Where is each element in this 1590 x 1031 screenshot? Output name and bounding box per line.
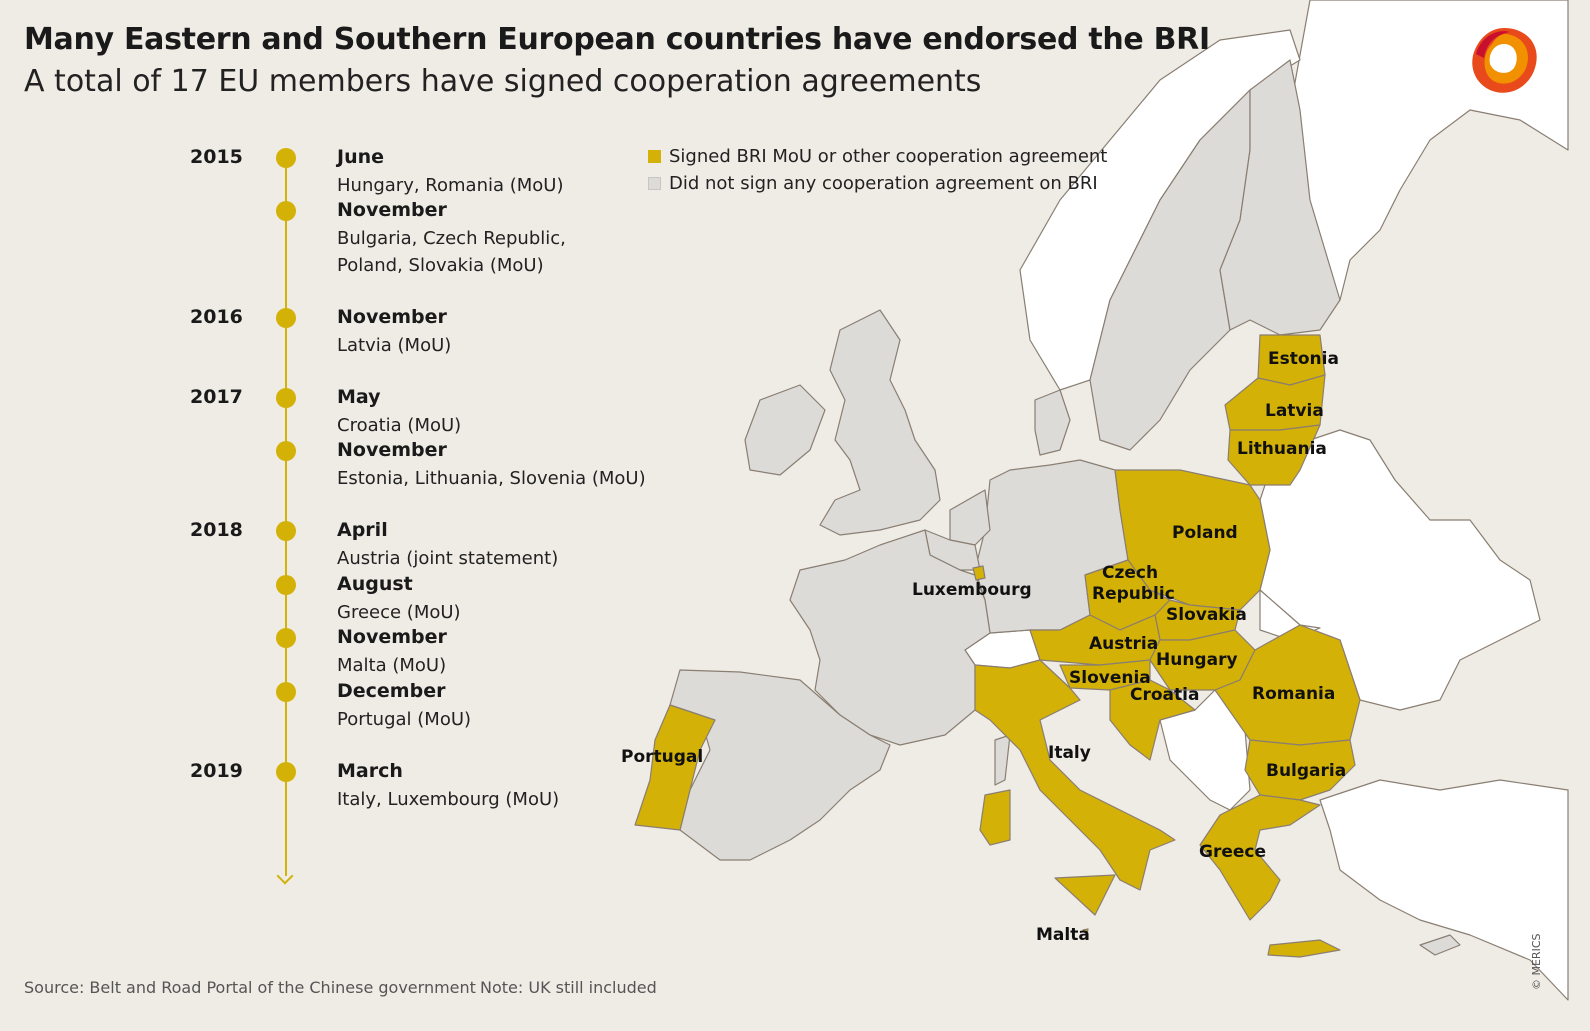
country-label-italy: Italy [1048, 743, 1091, 763]
country-label-czech: Czech Republic [1092, 563, 1175, 604]
timeline-month: November [337, 306, 447, 328]
timeline-dot [276, 521, 296, 541]
bulgaria-region [1244, 739, 1356, 801]
legend-label: Signed BRI MoU or other cooperation agre… [669, 146, 1108, 167]
timeline-year: 2016 [190, 306, 243, 328]
country-label-lithuania: Lithuania [1237, 439, 1327, 459]
denmark-region [1034, 389, 1071, 456]
spain-region [669, 669, 891, 861]
country-label-slovenia: Slovenia [1069, 668, 1151, 688]
timeline-text: Portugal (MoU) [337, 709, 472, 730]
timeline-text: Hungary, Romania (MoU) [337, 175, 564, 196]
country-label-romania: Romania [1252, 684, 1335, 704]
timeline-text: Bulgaria, Czech Republic, [337, 228, 566, 249]
legend-signed: Signed BRI MoU or other cooperation agre… [648, 146, 1107, 167]
page-title: Many Eastern and Southern European count… [24, 22, 1210, 57]
country-label-hungary: Hungary [1156, 650, 1238, 670]
country-label-latvia: Latvia [1265, 401, 1324, 421]
timeline-month: June [337, 146, 385, 168]
country-label-austria: Austria [1089, 634, 1158, 654]
timeline-month: November [337, 626, 447, 648]
timeline-text: Poland, Slovakia (MoU) [337, 255, 544, 276]
country-label-luxembourg: Luxembourg [912, 580, 1032, 600]
merics-logo [1472, 28, 1537, 93]
timeline-month: November [337, 199, 447, 221]
timeline-text: Greece (MoU) [337, 602, 461, 623]
country-label-estonia: Estonia [1268, 349, 1339, 369]
country-label-poland: Poland [1172, 523, 1238, 543]
country-label-portugal: Portugal [621, 747, 703, 767]
timeline-year: 2015 [190, 146, 243, 168]
italy-region [974, 659, 1176, 891]
sardinia-region [979, 789, 1011, 846]
corsica-region [994, 734, 1011, 786]
timeline-dot [276, 762, 296, 782]
country-label-bulgaria: Bulgaria [1266, 761, 1346, 781]
legend-swatch-not-signed [648, 177, 661, 190]
timeline-line [285, 158, 287, 876]
timeline-year: 2017 [190, 386, 243, 408]
malta-region [1082, 928, 1089, 936]
timeline-month: May [337, 386, 381, 408]
timeline-text: Croatia (MoU) [337, 415, 462, 436]
credit: © MERICS [1530, 933, 1543, 991]
timeline-dot [276, 682, 296, 702]
timeline-text: Latvia (MoU) [337, 335, 452, 356]
crete-region [1267, 939, 1341, 958]
timeline-month: December [337, 680, 446, 702]
croatia-region [1109, 679, 1196, 761]
timeline-dot [276, 628, 296, 648]
timeline-text: Estonia, Lithuania, Slovenia (MoU) [337, 468, 646, 489]
timeline-dot [276, 308, 296, 328]
timeline-dot [276, 575, 296, 595]
timeline-month: April [337, 519, 388, 541]
country-label-greece: Greece [1199, 842, 1266, 862]
timeline-month: August [337, 573, 413, 595]
greece-region [1199, 794, 1321, 921]
luxembourg-region [972, 565, 986, 581]
timeline-year: 2019 [190, 760, 243, 782]
timeline-dot [276, 148, 296, 168]
uk-region [819, 309, 941, 536]
timeline-month: November [337, 439, 447, 461]
austria-region [1029, 614, 1161, 666]
ireland-region [744, 384, 826, 476]
portugal-region [634, 704, 716, 831]
footnote: Note: UK still included [480, 978, 657, 997]
timeline-year: 2018 [190, 519, 243, 541]
country-label-malta: Malta [1036, 925, 1090, 945]
sicily-region [1054, 874, 1116, 916]
poland-region [1114, 469, 1271, 611]
legend-not-signed: Did not sign any cooperation agreement o… [648, 173, 1098, 194]
lithuania-region [1227, 424, 1321, 486]
timeline-dot [276, 388, 296, 408]
source-note: Source: Belt and Road Portal of the Chin… [24, 978, 476, 997]
legend-label: Did not sign any cooperation agreement o… [669, 173, 1098, 194]
netherlands-region [949, 489, 991, 546]
cyprus-region [1419, 934, 1461, 956]
timeline-dot [276, 201, 296, 221]
timeline-text: Italy, Luxembourg (MoU) [337, 789, 560, 810]
legend-swatch-signed [648, 150, 661, 163]
timeline-month: March [337, 760, 403, 782]
timeline-text: Austria (joint statement) [337, 548, 559, 569]
turkey-region [1319, 779, 1569, 1001]
country-label-slovakia: Slovakia [1166, 605, 1247, 625]
romania-region [1214, 624, 1361, 746]
country-label-croatia: Croatia [1130, 685, 1199, 705]
timeline-dot [276, 441, 296, 461]
balkans-region [1159, 689, 1251, 811]
page-subtitle: A total of 17 EU members have signed coo… [24, 64, 982, 99]
timeline-text: Malta (MoU) [337, 655, 447, 676]
